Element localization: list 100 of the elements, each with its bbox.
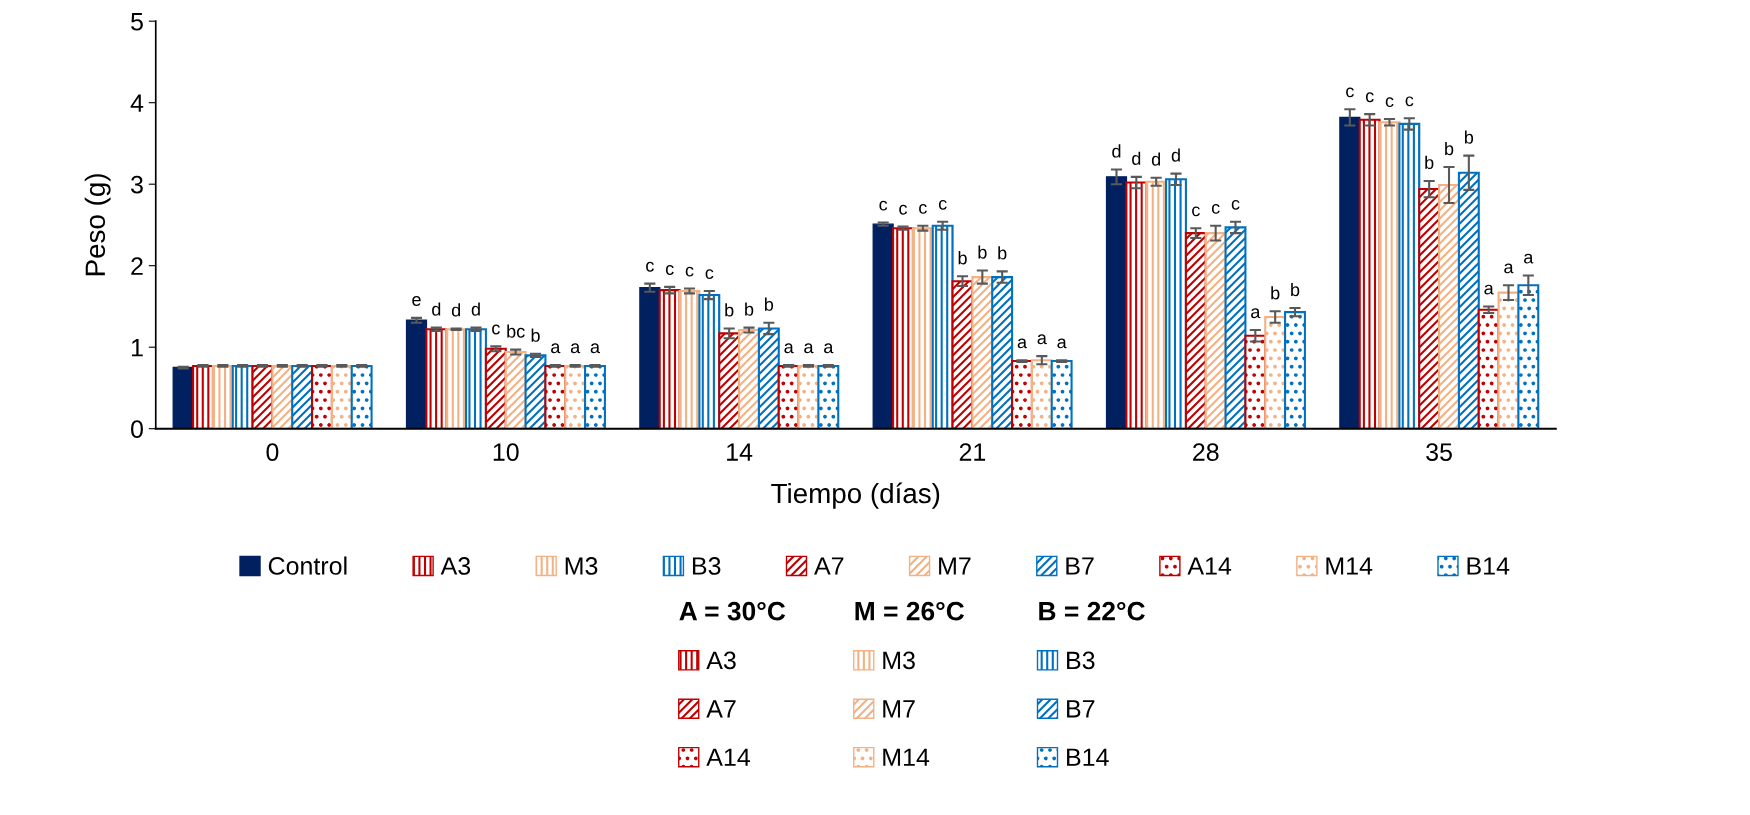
bar xyxy=(678,289,701,429)
bar xyxy=(658,289,681,429)
bar xyxy=(911,227,934,429)
data-label: c xyxy=(1385,97,1394,108)
data-label: b xyxy=(958,251,967,265)
bar xyxy=(1244,334,1267,429)
data-label: c xyxy=(1365,92,1374,103)
y-tick-label: 3 xyxy=(131,175,143,194)
data-label: c xyxy=(1231,199,1240,210)
bar xyxy=(1184,232,1207,429)
legend-label: B3 xyxy=(692,557,721,575)
data-label: b xyxy=(978,245,987,259)
y-tick-label: 2 xyxy=(131,257,143,275)
legend-label: A7 xyxy=(814,557,844,575)
text: M14 xyxy=(883,748,930,766)
data-label: a xyxy=(1484,284,1494,295)
bar xyxy=(971,276,994,429)
data-label: a xyxy=(784,343,794,354)
data-label: b xyxy=(1291,282,1300,297)
bar xyxy=(311,364,333,429)
data-label: c xyxy=(685,266,694,277)
data-label: a xyxy=(590,343,601,354)
bar xyxy=(1050,360,1073,429)
data-label: c xyxy=(919,203,927,214)
bar xyxy=(231,364,254,429)
bar xyxy=(817,364,840,429)
bar xyxy=(1224,226,1247,429)
data-label: c xyxy=(1192,206,1200,217)
text: B3 xyxy=(1067,651,1095,670)
bar xyxy=(484,347,507,429)
y-tick-label: 5 xyxy=(131,13,143,31)
text: B7 xyxy=(1067,700,1095,718)
data-label: d xyxy=(1112,144,1121,158)
data-label: b xyxy=(1271,286,1280,300)
data-label: a xyxy=(551,343,561,354)
bar xyxy=(425,328,448,429)
bar xyxy=(564,364,587,429)
bar xyxy=(991,276,1014,429)
bar xyxy=(192,364,214,429)
bar xyxy=(698,293,721,429)
legend-label: A3 xyxy=(440,557,471,575)
data-label: c xyxy=(646,261,654,272)
data-label: a xyxy=(1504,263,1514,274)
data-label: c xyxy=(1211,203,1220,214)
bar xyxy=(584,364,606,429)
bar xyxy=(892,227,914,429)
data-label: a xyxy=(1251,308,1261,319)
x-tick-label: 0 xyxy=(266,443,279,461)
bar xyxy=(1477,308,1500,429)
data-label: d xyxy=(471,302,480,316)
bar xyxy=(504,351,527,429)
bar xyxy=(271,364,294,429)
legend-label: M14 xyxy=(1326,557,1373,575)
bar xyxy=(1105,176,1128,429)
bar xyxy=(405,319,428,429)
data-label: d xyxy=(1151,152,1161,166)
data-label: b xyxy=(764,297,774,311)
data-label: e xyxy=(412,296,421,306)
data-label: c xyxy=(879,200,888,211)
legend-label: Control xyxy=(268,556,347,575)
bar xyxy=(1438,183,1460,429)
data-label: a xyxy=(1017,338,1028,349)
bar xyxy=(931,224,954,429)
legend-label: A14 xyxy=(1187,557,1232,575)
legend-label: M7 xyxy=(939,557,971,575)
bar xyxy=(1378,121,1401,429)
data-label: b xyxy=(1425,155,1434,170)
text: A7 xyxy=(706,700,736,718)
x-axis-title: Tiempo (días) xyxy=(771,482,940,509)
bar xyxy=(1125,181,1148,429)
data-label: d xyxy=(1132,151,1141,165)
data-label: b xyxy=(745,302,754,316)
data-label: c xyxy=(705,269,714,280)
bar xyxy=(350,364,373,429)
legend-label: M3 xyxy=(565,557,598,575)
text: A = 30°C xyxy=(679,601,786,621)
bar xyxy=(1165,178,1187,429)
bar xyxy=(1284,311,1306,429)
text: A3 xyxy=(706,651,736,670)
x-tick-label: 10 xyxy=(493,443,519,461)
bar xyxy=(524,354,547,429)
bar xyxy=(639,287,661,429)
data-label: bc xyxy=(507,324,525,338)
bar xyxy=(1204,232,1227,429)
bar xyxy=(777,364,800,429)
bar xyxy=(1457,171,1480,429)
data-label: a xyxy=(1037,334,1047,345)
data-label: c xyxy=(1346,87,1354,98)
data-label: b xyxy=(531,328,540,342)
data-label: a xyxy=(1524,253,1534,264)
data-label: b xyxy=(1464,130,1474,144)
text: M = 26°C xyxy=(855,601,965,621)
bar xyxy=(872,223,894,429)
data-label: d xyxy=(451,303,461,317)
data-label: a xyxy=(1057,338,1067,349)
text: M3 xyxy=(883,651,915,670)
x-tick-label: 14 xyxy=(727,443,753,461)
data-label: a xyxy=(804,343,814,354)
bar xyxy=(465,328,487,429)
data-label: b xyxy=(1445,141,1454,156)
